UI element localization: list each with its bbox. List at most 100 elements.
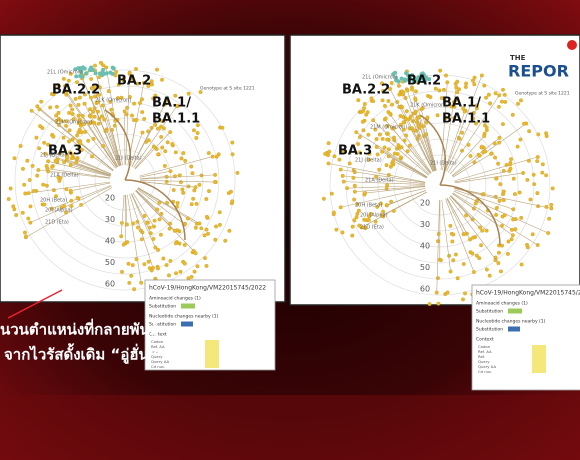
tree-node	[142, 117, 147, 121]
tree-node	[518, 137, 523, 142]
tree-node	[434, 290, 439, 295]
tree-node	[506, 239, 511, 244]
tree-node-highlight	[405, 73, 410, 78]
tree-node	[410, 87, 415, 92]
branch	[384, 119, 431, 174]
clade-label: 21M (Omicron)	[55, 120, 92, 126]
branch	[454, 172, 524, 184]
tree-node-highlight	[423, 78, 428, 83]
tree-node	[496, 250, 501, 255]
tree-node	[153, 93, 158, 98]
tree-node	[497, 93, 502, 98]
tree-node	[385, 123, 390, 128]
tree-node	[153, 122, 158, 127]
tree-node	[492, 141, 497, 146]
tree-node	[77, 144, 82, 149]
tree-node	[379, 213, 384, 218]
tree-node	[229, 189, 233, 194]
lineage-label: BA.3	[338, 144, 372, 159]
tree-node	[26, 191, 31, 196]
branch	[453, 190, 549, 234]
tree-node	[494, 176, 499, 181]
tree-node	[355, 211, 360, 216]
ring	[46, 101, 204, 259]
tree-node	[388, 164, 393, 169]
tree-node	[11, 204, 16, 209]
tree-node	[181, 151, 186, 156]
tree-node	[341, 149, 346, 154]
tree-node	[373, 127, 378, 132]
tree-node	[53, 158, 58, 163]
tree-node	[142, 214, 147, 218]
info-chip	[181, 321, 193, 327]
tree-node	[329, 191, 334, 196]
tree-node	[479, 243, 484, 248]
tree-node	[151, 144, 156, 149]
tree-node	[385, 183, 390, 188]
tree-node	[162, 164, 167, 168]
tree-node	[146, 84, 151, 88]
tree-node	[326, 153, 331, 158]
tree-node	[38, 124, 43, 129]
branch	[436, 199, 440, 293]
tree-panel: BA.2.2 BA.2BA.1/BA.1.1 BA.3 21L (Omicron) 21…	[289, 34, 580, 391]
tree-node	[130, 77, 135, 81]
logo-dot	[567, 40, 577, 50]
tree-node	[192, 188, 197, 193]
lineage-label: BA.2.2	[342, 83, 390, 98]
clade-label: 20H (Beta)	[40, 198, 67, 204]
tree-node	[168, 130, 173, 135]
branch	[454, 170, 510, 183]
tree-node	[56, 175, 61, 180]
tree-node	[404, 133, 409, 138]
radial-tick-label: 20	[420, 199, 430, 208]
tree-node	[471, 78, 475, 83]
branch	[139, 170, 171, 178]
tree-node	[69, 156, 74, 161]
tree-node	[173, 241, 178, 246]
tree-node	[204, 197, 209, 201]
tree-node	[21, 166, 25, 171]
lineage-label: BA.2	[407, 74, 441, 89]
tree-node	[159, 119, 164, 124]
tree-node	[437, 88, 442, 93]
branch	[444, 111, 465, 171]
legend-title: Genotype at S site 1221	[515, 91, 570, 97]
tree-node	[93, 63, 97, 68]
tree-node	[183, 158, 188, 163]
tree-node	[366, 157, 371, 162]
tree-node	[217, 210, 222, 215]
tree-node	[550, 186, 555, 191]
tree-node	[210, 154, 215, 159]
tree-node	[356, 208, 361, 213]
branch	[127, 194, 142, 283]
tree-node	[121, 242, 126, 247]
tree-node	[62, 204, 67, 209]
tree-node	[391, 158, 396, 163]
tree-node	[455, 276, 460, 281]
tree-node	[79, 202, 84, 207]
branch	[450, 195, 487, 231]
tree-node	[106, 89, 111, 94]
radial-tick-label: 40	[105, 237, 115, 246]
tree-node	[44, 183, 49, 188]
tree-node	[132, 101, 137, 106]
tree-node	[535, 155, 540, 159]
tree-node	[96, 121, 101, 126]
tree-node	[361, 128, 366, 133]
tree-node	[531, 172, 536, 177]
tree-node	[58, 151, 62, 156]
tree-node	[546, 231, 551, 235]
tree-node	[460, 130, 465, 135]
tree-node	[414, 89, 418, 94]
lineage-label: BA.1/	[442, 96, 481, 111]
tree-node	[505, 251, 510, 256]
branch	[356, 131, 428, 178]
tree-node	[206, 231, 210, 236]
tree-node	[68, 162, 73, 167]
tree-node	[407, 143, 412, 148]
context-row: Cd nuc.	[478, 369, 492, 374]
radial-tick-label: 50	[420, 263, 430, 272]
tree-node	[497, 198, 502, 203]
tree-node	[435, 113, 440, 118]
